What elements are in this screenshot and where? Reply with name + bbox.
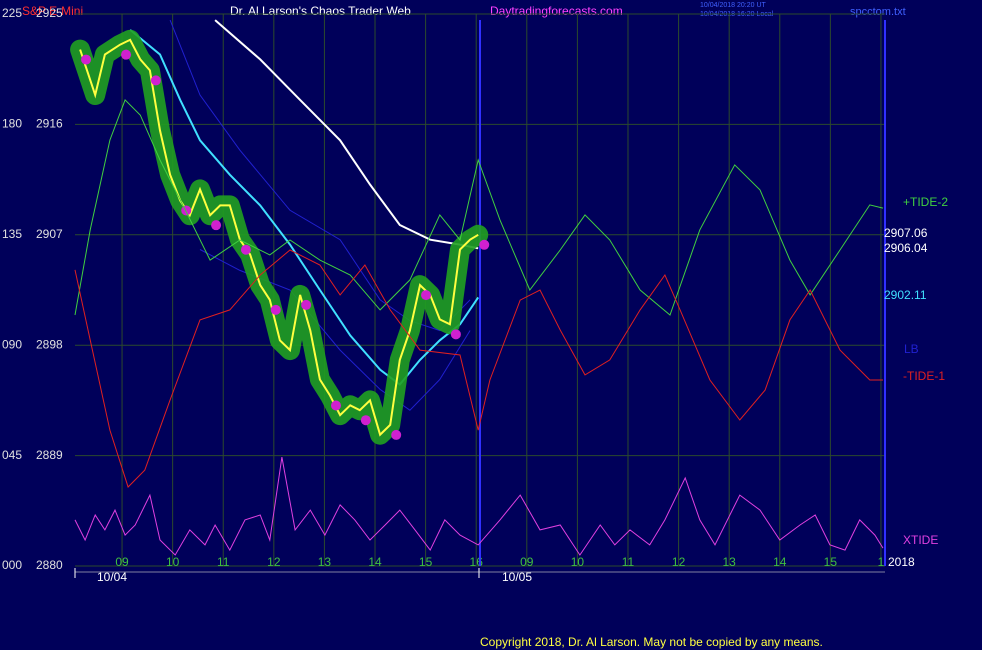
y2-tick-label: 180 [2,117,22,131]
file-name: spcctom.txt [850,6,906,18]
y-tick-label: 2916 [36,117,63,131]
y2-tick-label: 225 [2,6,22,20]
x-tick-label: 10 [166,555,180,569]
y2-tick-label: 090 [2,337,22,351]
x-tick-label: 10 [571,555,585,569]
x-tick-label: 1 [878,555,885,569]
chart-title: Dr. Al Larson's Chaos Trader Web [230,4,411,18]
x-tick-label: 12 [267,555,281,569]
series-line [79,38,479,437]
y-tick-label: 2907 [36,227,63,241]
series-line [74,457,884,556]
price-dot [479,239,490,250]
x-tick-label: 09 [520,555,534,569]
x-tick-label: 14 [368,555,382,569]
price-dot [391,429,402,440]
legend-label: -TIDE-1 [903,369,945,383]
x-tick-label: 13 [318,555,332,569]
price-dot [330,400,341,411]
price-dot [181,205,192,216]
price-dot [270,304,281,315]
y-tick-label: 2889 [36,448,63,462]
series-line [74,249,883,488]
price-dot [240,244,251,255]
site-name: Daytradingforecasts.com [490,4,623,18]
price-dot [81,54,92,65]
series-line [129,29,480,386]
x-tick-label: 14 [773,555,787,569]
y-tick-label: 2898 [36,337,63,351]
y2-tick-label: 000 [2,558,22,572]
x-tick-label: 11 [622,555,635,569]
price-dot [301,299,312,310]
price-dot [121,49,132,60]
year-label: 2018 [888,555,915,569]
series-line [169,19,471,332]
legend-label: +TIDE-2 [903,195,948,209]
y-tick-label: 2925 [36,6,63,20]
end-label: 2906.04 [884,241,928,255]
chart-subtitle: S&P E-Mini [22,4,83,18]
date-label: 10/05 [502,570,532,584]
x-tick-label: 16 [470,555,484,569]
series-line [214,19,479,250]
x-tick-label: 12 [672,555,686,569]
copyright: Copyright 2018, Dr. Al Larson. May not b… [480,635,823,649]
price-dot [211,220,222,231]
x-tick-label: 13 [722,555,736,569]
price-dot [150,75,161,86]
end-label: 2907.06 [884,226,928,240]
price-dot [450,329,461,340]
y2-tick-label: 135 [2,227,22,241]
x-tick-label: 15 [824,555,838,569]
price-dot [421,290,432,301]
legend-label: LB [904,342,919,356]
date-label: 10/04 [97,570,127,584]
legend-label: XTIDE [903,533,938,547]
y-tick-label: 2880 [36,558,63,572]
timestamp: 10/04/2018 20:20 UT [700,2,766,9]
x-tick-label: 11 [217,555,230,569]
end-label: 2902.11 [884,288,927,302]
price-dot [360,415,371,426]
series-line [74,98,884,316]
x-tick-label: 15 [419,555,433,569]
y2-tick-label: 045 [2,448,22,462]
x-tick-label: 09 [115,555,129,569]
